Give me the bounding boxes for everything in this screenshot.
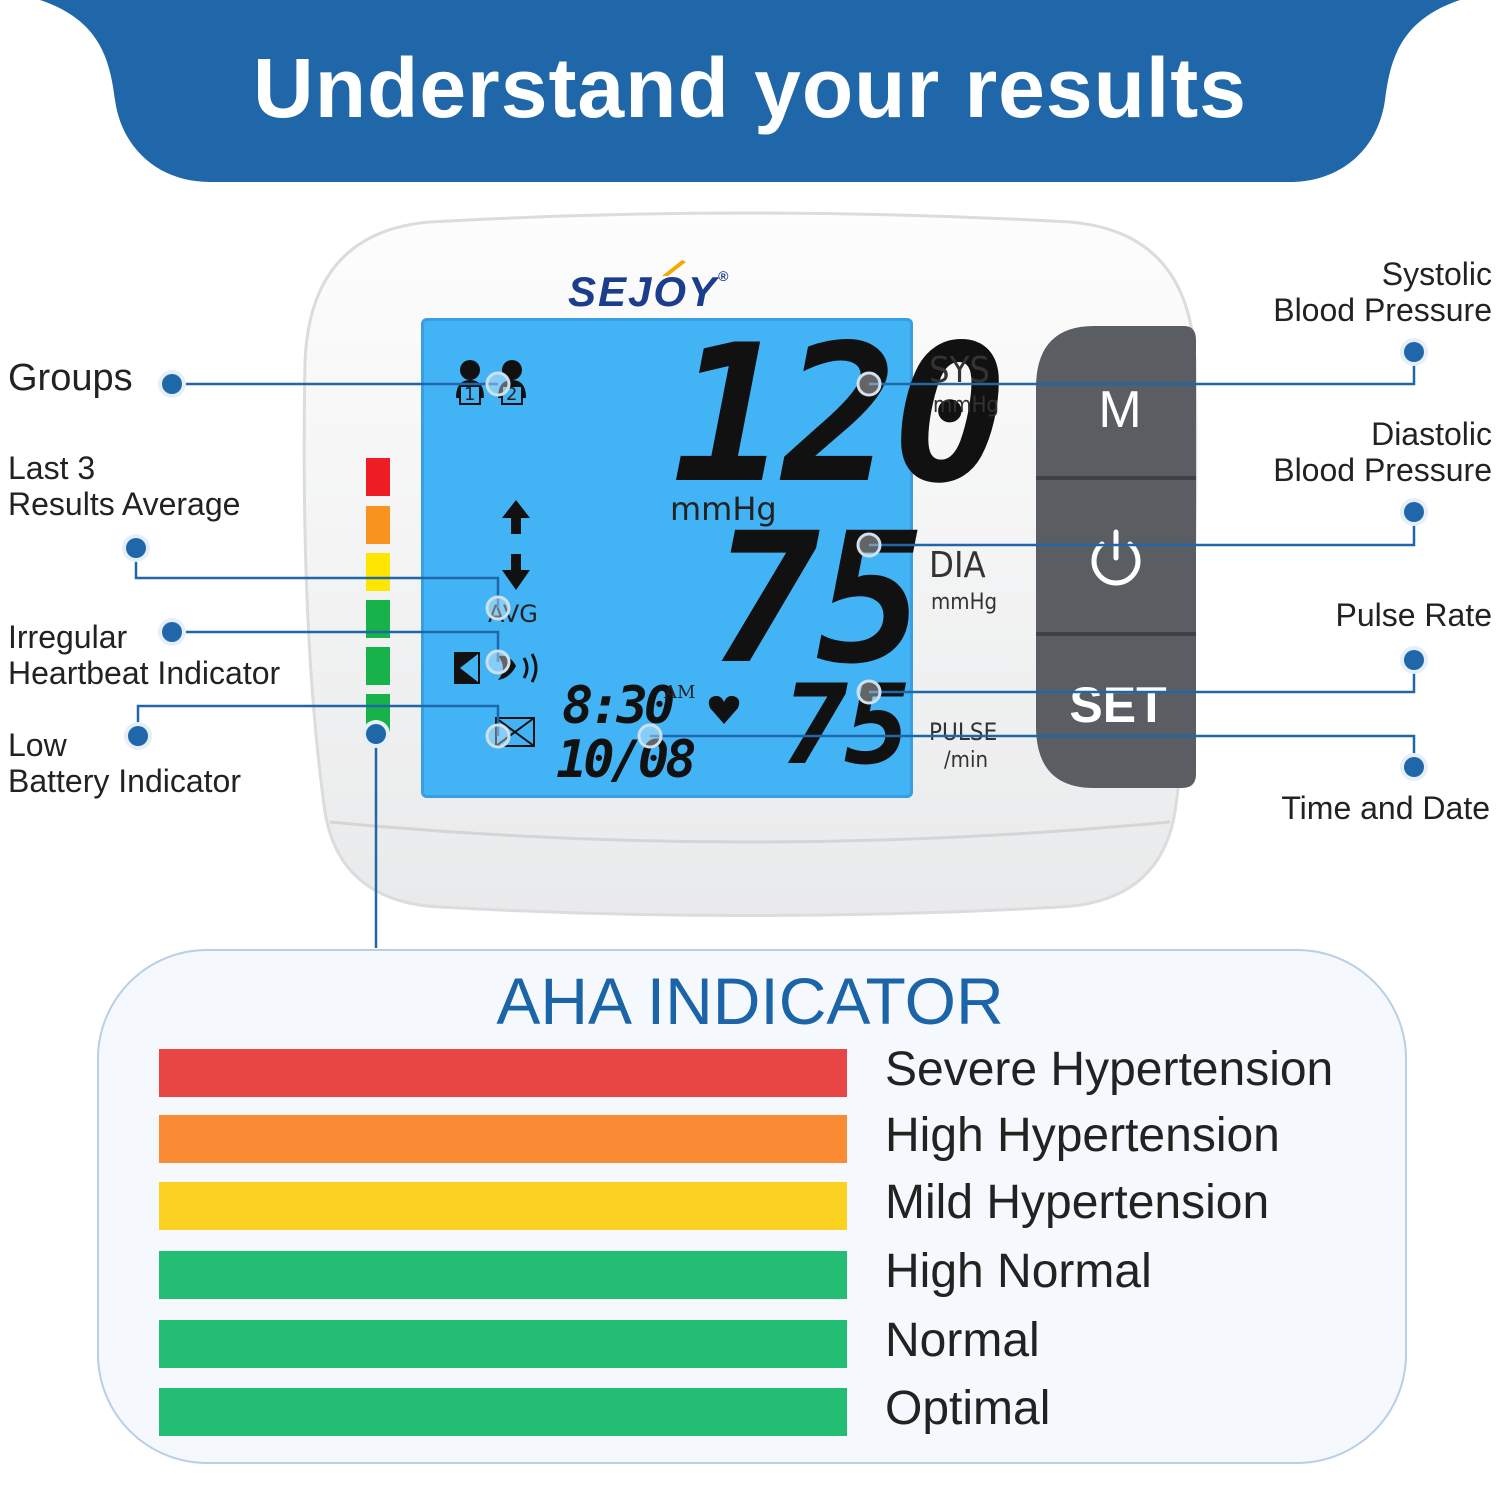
aha-label-mild: Mild Hypertension (885, 1176, 1270, 1229)
side-indicator-bar (366, 506, 390, 544)
lcd-unit-mmhg: mmHg (670, 490, 777, 528)
callout-irregular-heartbeat: Irregular Heartbeat Indicator (8, 619, 281, 691)
callout-diastolic: Diastolic Blood Pressure (1273, 416, 1492, 488)
dia-unit-label: mmHg (931, 590, 998, 615)
callout-systolic: Systolic Blood Pressure (1273, 256, 1492, 328)
group-2-label: 2 (506, 384, 518, 405)
brand-logo: SEJOY® (568, 268, 731, 315)
aha-bar-high-normal (159, 1251, 847, 1299)
side-indicator-bar (366, 458, 390, 496)
aha-label-high-normal: High Normal (885, 1245, 1152, 1298)
callout-pulse-rate: Pulse Rate (1335, 597, 1492, 633)
aha-bar-severe (159, 1049, 847, 1097)
irregular-heartbeat-icon (454, 652, 538, 684)
date-reading: 10/08 (556, 730, 697, 790)
set-button[interactable]: SET (1069, 677, 1167, 733)
pulse-unit-label: /min (944, 748, 988, 773)
aha-bar-high (159, 1115, 847, 1163)
callout-groups: Groups (8, 357, 133, 399)
aha-label-severe: Severe Hypertension (885, 1043, 1334, 1096)
pulse-reading: 75 (782, 661, 910, 789)
systolic-reading: 120 (672, 304, 1007, 525)
pulse-label: PULSE (929, 718, 998, 746)
low-battery-icon (495, 717, 535, 747)
callout-low-battery: Low Battery Indicator (8, 727, 241, 799)
aha-bar-optimal (159, 1388, 847, 1436)
callout-dots (122, 338, 1428, 781)
brand-swoosh-icon (662, 260, 686, 276)
group-1-label: 1 (464, 384, 476, 405)
groups-icon (456, 360, 526, 405)
time-reading: 8:30 (562, 676, 675, 736)
diastolic-reading: 75 (712, 495, 925, 704)
aha-title: AHA INDICATOR (496, 964, 1004, 1038)
callout-time-date: Time and Date (1281, 790, 1490, 826)
aha-label-normal: Normal (885, 1314, 1040, 1367)
trend-arrows-icon (502, 500, 530, 590)
side-indicator-bar (366, 647, 390, 685)
aha-label-optimal: Optimal (885, 1382, 1051, 1435)
aha-bar-normal (159, 1320, 847, 1368)
callout-last3-average: Last 3 Results Average (8, 450, 241, 522)
header-banner (40, 0, 1460, 182)
aha-label-high: High Hypertension (885, 1109, 1280, 1162)
sys-unit-label: mmHg (933, 393, 1000, 418)
aha-bar-mild (159, 1182, 847, 1230)
avg-label: AVG (488, 600, 538, 628)
am-label: AM (664, 682, 696, 703)
side-indicator-bar (366, 553, 390, 591)
callout-leader-lines (122, 338, 1428, 948)
heart-icon (708, 695, 740, 724)
memory-button[interactable]: M (1098, 381, 1142, 439)
page-title: Understand your results (253, 41, 1247, 135)
dia-label: DIA (929, 545, 986, 586)
